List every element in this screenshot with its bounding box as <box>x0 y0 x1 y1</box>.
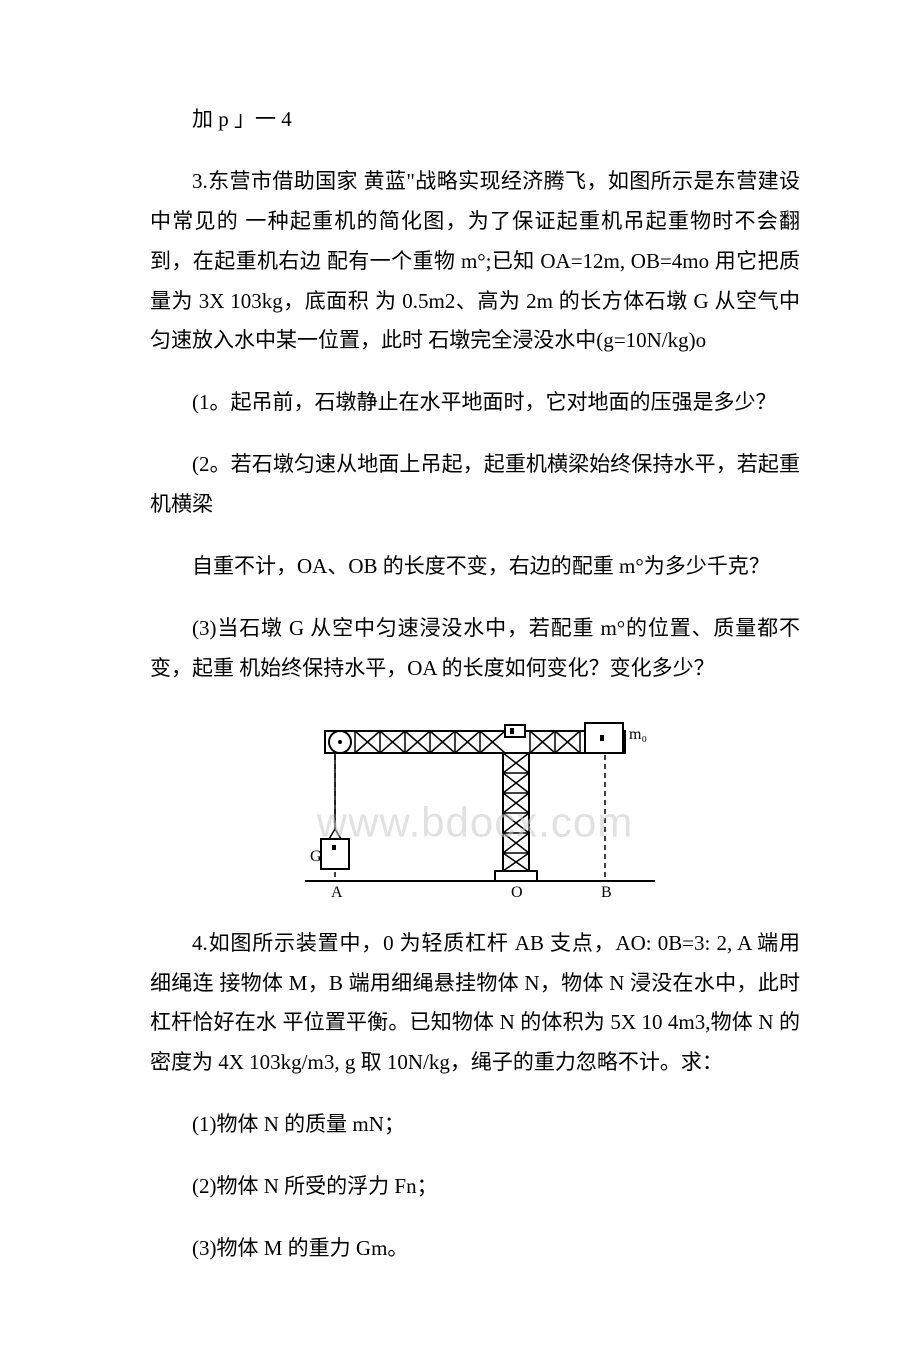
problem-3-stem: 3.东营市借助国家 黄蓝"战略实现经济腾飞，如图所示是东营建设中常见的 一种起重… <box>150 162 800 361</box>
text-line-1: 加 p 」一 4 <box>150 100 800 140</box>
problem-3-q1: (1。起吊前，石墩静止在水平地面时，它对地面的压强是多少？ <box>150 383 800 423</box>
problem-3-q3: (3)当石墩 G 从空中匀速浸没水中，若配重 m°的位置、质量都不变，起重 机始… <box>150 609 800 689</box>
crane-diagram-svg: G A O B m₀ <box>285 711 665 901</box>
label-m0: m₀ <box>629 726 647 743</box>
problem-3-q2a: (2。若石墩匀速从地面上吊起，起重机横梁始终保持水平，若起重机横梁 <box>150 445 800 525</box>
label-G: G <box>310 848 322 865</box>
problem-3-q2b: 自重不计，OA、OB 的长度不变，右边的配重 m°为多少千克？ <box>150 547 800 587</box>
label-A: A <box>331 884 343 901</box>
crane-figure: G A O B m₀ www.bdocx.com <box>150 711 800 906</box>
label-O: O <box>511 884 523 901</box>
problem-4-stem: 4.如图所示装置中，0 为轻质杠杆 AB 支点，AO: 0B=3: 2, A 端… <box>150 924 800 1084</box>
problem-4-q1: (1)物体 N 的质量 mN； <box>150 1105 800 1145</box>
problem-4-q3: (3)物体 M 的重力 Gm。 <box>150 1229 800 1269</box>
problem-4-q2: (2)物体 N 所受的浮力 Fn； <box>150 1167 800 1207</box>
label-B: B <box>601 884 612 901</box>
